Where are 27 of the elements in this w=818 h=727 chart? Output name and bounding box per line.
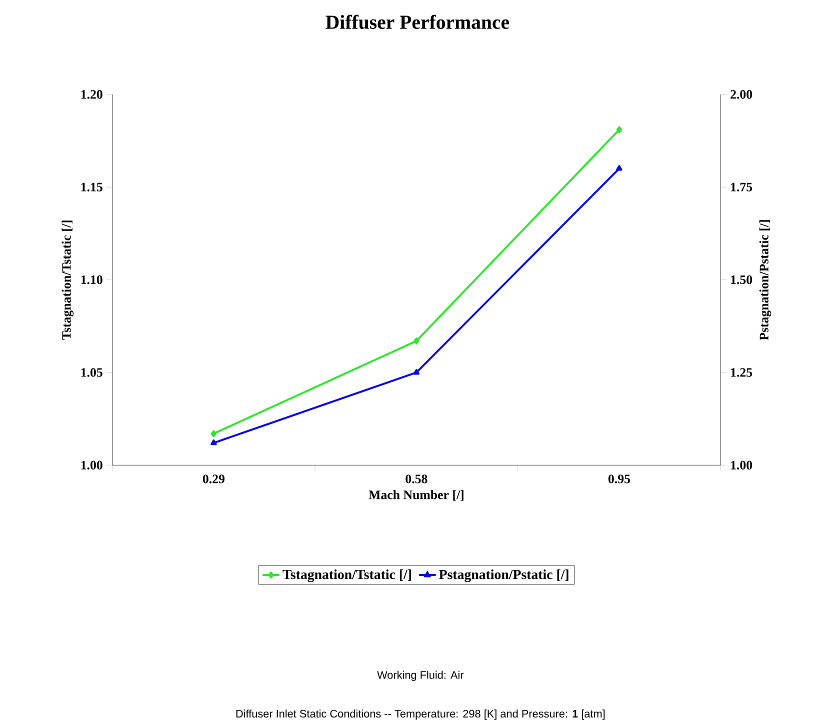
point: [413, 369, 420, 375]
y-axis-title: Tstagnation/Tstatic [/]: [62, 220, 74, 340]
chart-title: Diffuser Performance: [326, 14, 510, 30]
y-tick-label: 1.05: [81, 368, 102, 378]
y-tick-label: 1.00: [81, 461, 102, 470]
text: Working Fluid: Air: [377, 671, 464, 682]
point: [616, 165, 622, 172]
x-axis-title: Mach Number [/]: [368, 490, 464, 502]
y2-tick-label: 1.50: [731, 276, 752, 284]
point: [210, 440, 217, 446]
point: [414, 338, 420, 345]
legend-label: Pstagnation/Pstatic [/]: [439, 570, 568, 582]
x-tick-label: 0.95: [608, 474, 630, 484]
y-tick-label: 1.20: [81, 90, 102, 100]
legend-label: Tstagnation/Tstatic [/]: [282, 570, 411, 582]
y2-tick-label: 1.00: [731, 461, 752, 470]
x-tick-label: 0.58: [406, 474, 428, 484]
text: Diffuser Inlet Static Conditions -- Temperature: 298 [K] and Pressure: 1 [atm]: [236, 710, 605, 720]
y2-tick-label: 1.75: [731, 182, 752, 192]
y-tick-label: 1.15: [81, 182, 102, 192]
y2-tick-label: 2.00: [730, 90, 752, 100]
x-tick-label: 0.29: [202, 474, 224, 484]
y2-tick-label: 1.25: [731, 368, 752, 378]
y-tick-label: 1.10: [81, 276, 102, 284]
point: [616, 126, 622, 134]
y2-axis-title: Pstagnation/Pstatic [/]: [759, 220, 772, 340]
point: [210, 430, 217, 438]
